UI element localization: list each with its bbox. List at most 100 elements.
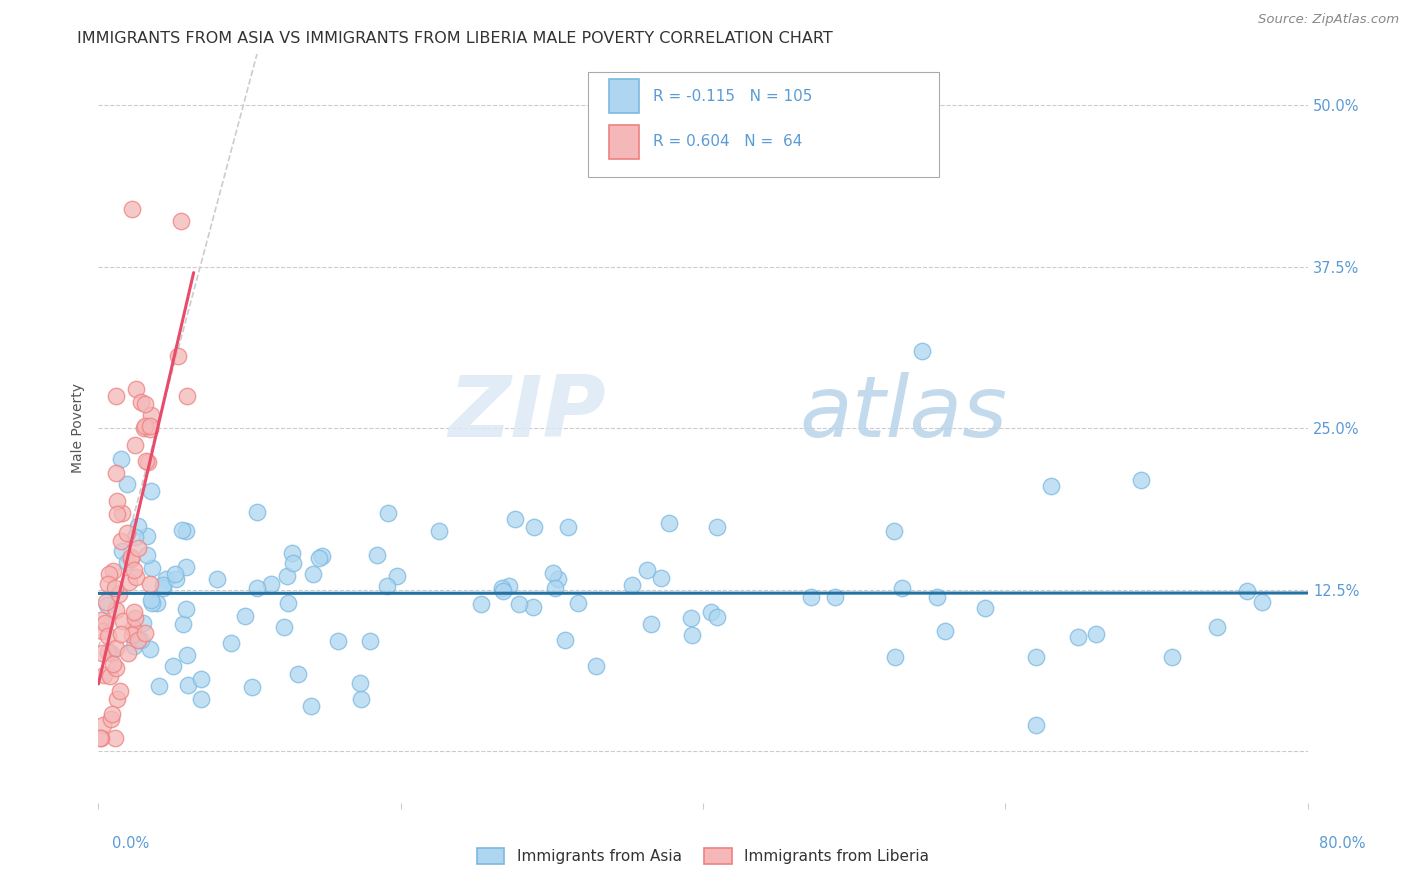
Point [134,397,156,411]
Point [523,520,546,534]
Point [129,395,152,409]
Point [1039,479,1062,493]
Point [190,692,212,706]
Point [103,657,125,671]
Point [349,676,371,690]
Point [152,582,174,596]
Point [90,731,112,746]
Point [122,563,145,577]
Point [135,529,157,543]
FancyBboxPatch shape [588,72,939,178]
Point [104,731,127,746]
Point [259,576,281,591]
Point [585,658,607,673]
Point [136,455,159,469]
Point [94,615,117,630]
Point [132,615,155,630]
Point [117,646,139,660]
Point [1206,620,1229,634]
Point [100,646,122,660]
Legend: Immigrants from Asia, Immigrants from Liberia: Immigrants from Asia, Immigrants from Li… [471,842,935,870]
Point [190,673,212,687]
Point [124,530,146,544]
Point [105,507,128,521]
Point [470,598,492,612]
Point [134,626,156,640]
Point [891,581,914,595]
Point [277,596,299,610]
Point [1025,650,1047,665]
Point [377,578,399,592]
Point [139,642,162,657]
Point [883,524,905,538]
Point [233,609,256,624]
Point [302,567,325,582]
Text: ZIP: ZIP [449,372,606,455]
Point [974,601,997,615]
Y-axis label: Male Poverty: Male Poverty [72,384,86,473]
Text: 0.0%: 0.0% [112,836,149,851]
Point [121,202,143,216]
Point [90,647,112,661]
Point [129,632,152,647]
Point [1160,649,1182,664]
Text: R = -0.115   N = 105: R = -0.115 N = 105 [654,88,813,103]
Point [98,669,121,683]
Point [658,516,681,531]
Point [911,343,934,358]
Text: IMMIGRANTS FROM ASIA VS IMMIGRANTS FROM LIBERIA MALE POVERTY CORRELATION CHART: IMMIGRANTS FROM ASIA VS IMMIGRANTS FROM … [77,31,834,46]
Point [115,525,138,540]
Point [134,419,156,434]
Point [544,582,567,596]
Point [167,349,190,363]
Point [650,571,672,585]
Point [824,590,846,604]
Point [90,613,112,627]
Point [118,574,141,589]
Point [127,541,149,556]
Point [124,605,146,619]
Point [350,692,373,706]
FancyBboxPatch shape [609,125,638,159]
Point [96,598,118,612]
Point [105,692,128,706]
Point [620,577,643,591]
Point [104,581,127,595]
Point [121,628,143,642]
Point [111,544,134,558]
Point [97,645,120,659]
Point [108,684,131,698]
Point [377,506,399,520]
Point [124,611,146,625]
Point [97,577,120,591]
Point [311,549,333,563]
Point [366,548,388,562]
Point [508,597,530,611]
Point [681,628,703,642]
Text: 80.0%: 80.0% [1319,836,1367,851]
Point [128,518,150,533]
Point [636,563,658,577]
Point [706,520,728,534]
Point [176,648,198,662]
Point [498,579,520,593]
Point [176,559,198,574]
Point [800,590,823,604]
Point [112,614,135,628]
Point [108,587,131,601]
Point [135,454,157,468]
Point [176,389,198,403]
Point [246,505,269,519]
Point [170,214,193,228]
Point [110,534,132,549]
Point [165,566,187,581]
Point [122,639,145,653]
Point [115,477,138,491]
Point [104,640,127,655]
Point [148,680,170,694]
Point [359,633,381,648]
Point [287,666,309,681]
Point [522,599,544,614]
Point [174,601,197,615]
Point [1067,630,1090,644]
